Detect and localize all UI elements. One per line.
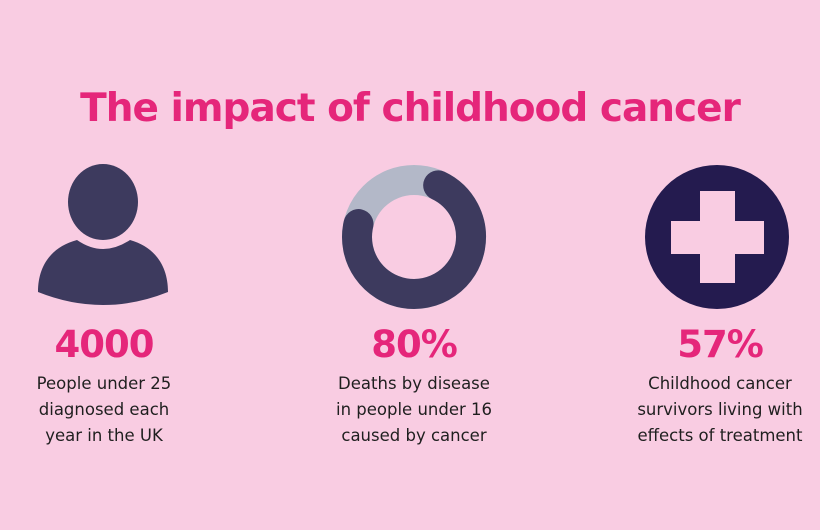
page-title: The impact of childhood cancer bbox=[80, 86, 741, 131]
donut-chart-icon bbox=[342, 165, 486, 309]
desc-line: year in the UK bbox=[45, 426, 163, 445]
desc-line: in people under 16 bbox=[335, 400, 493, 419]
desc-line: diagnosed each bbox=[38, 400, 170, 419]
medical-cross-icon bbox=[645, 165, 789, 309]
desc-line: Childhood cancer bbox=[648, 374, 792, 393]
stat-value: 4000 bbox=[54, 323, 155, 366]
desc-line: survivors living with bbox=[637, 400, 803, 419]
stat-survivors-effects: 57% Childhood cancer survivors living wi… bbox=[610, 323, 820, 449]
stat-value: 80% bbox=[371, 323, 458, 366]
stat-description: Childhood cancer survivors living with e… bbox=[610, 371, 820, 449]
stat-value: 57% bbox=[677, 323, 764, 366]
desc-line: caused by cancer bbox=[341, 426, 487, 445]
desc-line: effects of treatment bbox=[637, 426, 803, 445]
stat-description: Deaths by disease in people under 16 cau… bbox=[304, 371, 524, 449]
donut-arc bbox=[342, 165, 486, 309]
stat-deaths-by-cancer: 80% Deaths by disease in people under 16… bbox=[304, 323, 524, 449]
person-icon bbox=[38, 164, 168, 305]
desc-line: Deaths by disease bbox=[338, 374, 490, 393]
stat-description: People under 25 diagnosed each year in t… bbox=[0, 371, 214, 449]
stat-people-diagnosed: 4000 People under 25 diagnosed each year… bbox=[0, 323, 214, 449]
desc-line: People under 25 bbox=[36, 374, 172, 393]
